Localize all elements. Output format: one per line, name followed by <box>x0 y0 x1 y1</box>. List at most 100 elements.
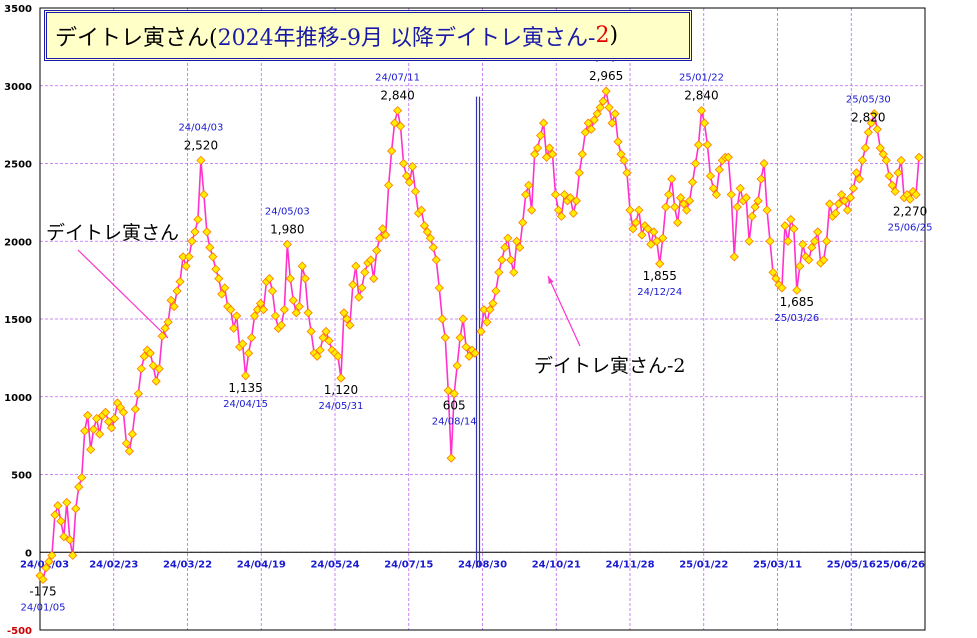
series-2-point <box>813 227 823 237</box>
series-2-point <box>905 194 915 204</box>
series-2-point <box>500 242 510 253</box>
series-1-point <box>208 252 218 262</box>
series-1-point <box>226 305 236 315</box>
series-1-point <box>303 308 313 318</box>
series-2-point <box>887 180 897 190</box>
series-1-point <box>241 371 251 381</box>
series-2-point <box>521 190 531 200</box>
series-1-point <box>86 445 96 455</box>
series-2-point <box>851 168 861 178</box>
series-2-point <box>556 211 567 221</box>
series-2-point <box>911 190 921 200</box>
series-2-point <box>488 298 498 309</box>
series-1-point <box>297 261 307 271</box>
series-1-point <box>103 417 114 427</box>
series-1-point <box>175 277 185 287</box>
series-1-point <box>44 557 54 567</box>
series-1-point <box>145 348 155 358</box>
x-tick-label: 25/06/26 <box>876 559 925 570</box>
series-2-point <box>667 174 677 184</box>
series-2-point <box>682 205 692 215</box>
series-1-point <box>404 177 415 187</box>
series-1-point <box>50 510 60 520</box>
series-2-point <box>783 236 793 246</box>
series-2-point <box>860 143 870 153</box>
series-1-point <box>199 190 209 200</box>
series-1-point <box>336 373 346 383</box>
series-1-point <box>252 305 263 315</box>
series-1-point <box>38 574 48 585</box>
series-1-point <box>80 426 90 436</box>
series-2-point <box>875 143 885 153</box>
series-2-point <box>833 199 844 209</box>
point-date-label: 24/07/11 <box>375 73 420 84</box>
series-1-point <box>100 407 111 417</box>
series-1-point <box>74 482 84 492</box>
series-1-point <box>285 274 295 284</box>
series-2-point <box>708 183 718 193</box>
series-2-point <box>538 118 549 128</box>
series-2-point <box>792 285 802 295</box>
series-2-point <box>589 115 599 125</box>
series-2-point <box>670 202 680 212</box>
series-2-point <box>836 190 847 200</box>
title-part-3: 2 <box>595 23 610 48</box>
series-2-point <box>491 286 501 296</box>
series-1-point <box>294 301 304 312</box>
series-1-point <box>62 497 72 508</box>
y-tick-label: 500 <box>11 471 32 482</box>
series-1-point <box>279 305 289 315</box>
series-1-point <box>455 333 465 343</box>
series-2-point <box>685 196 695 206</box>
series-2-point <box>679 199 689 209</box>
series-1-point <box>136 364 146 374</box>
series-2-point <box>619 155 629 165</box>
series-1-point <box>41 563 51 573</box>
series-1-point <box>217 289 227 299</box>
series2-arrow <box>547 275 581 347</box>
series-1-point <box>89 424 99 434</box>
series-1-point <box>229 323 239 333</box>
x-tick-label: 24/03/22 <box>163 559 212 570</box>
series-2-point <box>795 261 805 271</box>
series-2-point <box>822 236 832 246</box>
series-1-point <box>395 121 406 131</box>
series2-arrow-head <box>548 276 554 284</box>
series-2-point <box>768 267 778 277</box>
point-value-label: 2,965 <box>589 69 623 83</box>
point-value-label: 1,685 <box>780 295 814 309</box>
series-1-point <box>95 429 105 439</box>
series-1-point <box>416 205 426 215</box>
series-2-point <box>676 193 686 203</box>
series-1-point <box>392 106 403 116</box>
series-1-point <box>121 438 131 448</box>
series-2-point <box>604 102 614 113</box>
series-1-point <box>443 385 453 396</box>
axes: -500050010001500200025003000350024/01/03… <box>4 4 926 637</box>
x-tick-label: 24/10/21 <box>532 559 581 570</box>
series-1-point <box>431 255 441 265</box>
series-1-point <box>398 158 409 169</box>
series-1-point <box>139 351 149 361</box>
point-date-label: 24/04/03 <box>178 122 223 133</box>
point-date-label: 25/03/26 <box>774 313 819 324</box>
series-2-point <box>646 239 656 249</box>
series-2-point <box>536 130 546 141</box>
series-1-point <box>282 239 292 249</box>
series-2-point <box>661 202 671 212</box>
series-2-point <box>482 317 492 327</box>
series-1-point <box>53 501 63 511</box>
series-1-point <box>178 252 188 262</box>
series-1-point <box>270 311 280 321</box>
series-2-point <box>765 236 775 246</box>
series-2-point <box>866 118 876 128</box>
series-2-point <box>533 143 543 153</box>
point-value-label: 1,120 <box>324 383 358 397</box>
series-1-point <box>56 516 66 526</box>
series-2-point <box>592 109 602 119</box>
series-2-point <box>750 202 760 212</box>
series-1-point <box>357 283 367 293</box>
series2-annotation: デイトレ寅さん-2 <box>534 355 686 377</box>
series-1-point <box>249 311 260 321</box>
series-2-point <box>789 224 799 234</box>
